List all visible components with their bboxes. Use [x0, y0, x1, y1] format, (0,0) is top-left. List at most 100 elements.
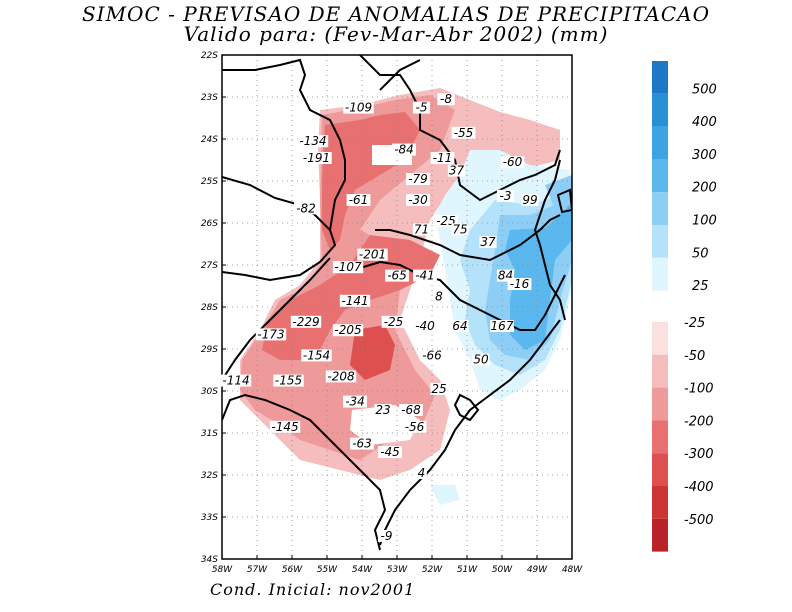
value-label: -191: [303, 151, 330, 165]
value-label-background: [412, 101, 431, 114]
value-label-background: [377, 530, 396, 542]
value-label: 4: [418, 466, 426, 480]
value-label-background: [413, 269, 437, 282]
value-label: -82: [296, 201, 316, 215]
value-label: -114: [222, 374, 249, 388]
value-label-background: [447, 164, 466, 177]
value-label: -5: [416, 101, 428, 115]
value-label: -25: [384, 315, 404, 329]
legend-label: 100: [692, 214, 717, 229]
value-label-background: [412, 223, 431, 236]
legend-swatch: [652, 257, 668, 291]
legend-swatch: [652, 420, 668, 454]
value-label: 167: [491, 319, 514, 333]
value-label: -3: [500, 189, 512, 203]
lat-tick-label: 33S: [201, 513, 218, 523]
value-label: -145: [271, 420, 298, 434]
value-label: -60: [503, 155, 523, 169]
value-label-background: [406, 194, 430, 206]
value-label: -205: [334, 323, 361, 337]
value-label: -84: [394, 143, 414, 157]
axis-ticks: 22S23S24S25S26S27S28S29S30S31S32S33S34S5…: [201, 51, 583, 575]
legend-label: -400: [684, 480, 714, 495]
lon-tick-label: 57W: [247, 565, 268, 575]
value-label: 71: [414, 222, 429, 236]
legend-swatch: [652, 159, 668, 193]
value-label: -30: [408, 193, 428, 207]
value-label: 23: [375, 403, 390, 417]
legend-label: 50: [692, 246, 709, 261]
border-ms-parana: [222, 58, 346, 231]
value-label-background: [350, 437, 374, 450]
value-label: -107: [334, 260, 362, 274]
value-label: -63: [352, 437, 372, 451]
value-label-background: [343, 395, 367, 408]
lon-tick-label: 53W: [387, 565, 408, 575]
value-label-background: [374, 404, 392, 416]
value-label-background: [273, 374, 304, 387]
coastline-north: [533, 159, 566, 321]
lat-tick-label: 34S: [201, 555, 218, 565]
value-label-background: [269, 420, 301, 433]
legend-label: -25: [684, 316, 705, 331]
lat-tick-label: 24S: [201, 135, 218, 145]
border-paraguay-argentina: [222, 176, 337, 282]
value-label-background: [479, 236, 497, 248]
bay-island: [556, 188, 572, 214]
value-label-background: [301, 349, 332, 362]
value-label-background: [343, 101, 374, 114]
lon-tick-label: 58W: [212, 565, 233, 575]
value-label: -25: [436, 214, 456, 228]
legend-label: 500: [692, 82, 717, 97]
value-label: 8: [435, 290, 443, 304]
value-label-background: [521, 194, 539, 206]
value-label: -79: [408, 172, 428, 186]
lat-tick-label: 30S: [201, 387, 218, 397]
value-label-background: [420, 349, 444, 362]
lon-tick-label: 54W: [352, 565, 373, 575]
legend-swatch: [652, 126, 668, 160]
value-label-background: [413, 320, 437, 332]
value-label-background: [402, 420, 427, 433]
value-label-background: [406, 173, 430, 185]
value-label-background: [451, 223, 469, 236]
value-label: -173: [257, 327, 284, 341]
value-label-background: [399, 404, 423, 416]
legend-label: 200: [692, 181, 717, 196]
legend-label: 300: [692, 148, 717, 163]
lat-tick-label: 25S: [201, 177, 218, 187]
lat-tick-label: 27S: [201, 261, 218, 271]
value-label-background: [290, 315, 322, 328]
lon-tick-label: 51W: [457, 565, 478, 575]
value-label: -208: [327, 369, 355, 383]
value-label-background: [378, 446, 402, 458]
value-label: -55: [454, 126, 474, 140]
value-label: 50: [473, 353, 489, 367]
value-label: 75: [452, 222, 467, 236]
value-label: -40: [415, 319, 435, 333]
value-label-background: [451, 126, 476, 139]
value-label-background: [255, 328, 287, 341]
value-label: -66: [422, 348, 442, 362]
legend-swatch: [652, 61, 668, 94]
value-label-background: [490, 320, 514, 332]
value-label: -68: [401, 403, 421, 417]
chart-title: SIMOC - PREVISAO DE ANOMALIAS DE PRECIPI…: [81, 2, 711, 26]
value-label: -8: [440, 92, 452, 106]
lat-tick-label: 26S: [201, 219, 218, 229]
anomaly-area-positive-strong: [505, 200, 572, 350]
lat-tick-label: 23S: [201, 93, 218, 103]
value-label-background: [220, 374, 252, 387]
value-label: -229: [292, 315, 319, 329]
value-label-background: [430, 152, 455, 164]
value-label: -11: [433, 151, 453, 165]
legend-swatch: [652, 322, 668, 355]
border-argentina-rs: [222, 257, 331, 381]
value-label-background: [357, 248, 388, 261]
value-label: -141: [341, 294, 368, 308]
value-label: 64: [452, 319, 467, 333]
value-label-background: [381, 315, 406, 328]
value-label-background: [433, 290, 445, 303]
border-parana-sc: [375, 214, 561, 262]
